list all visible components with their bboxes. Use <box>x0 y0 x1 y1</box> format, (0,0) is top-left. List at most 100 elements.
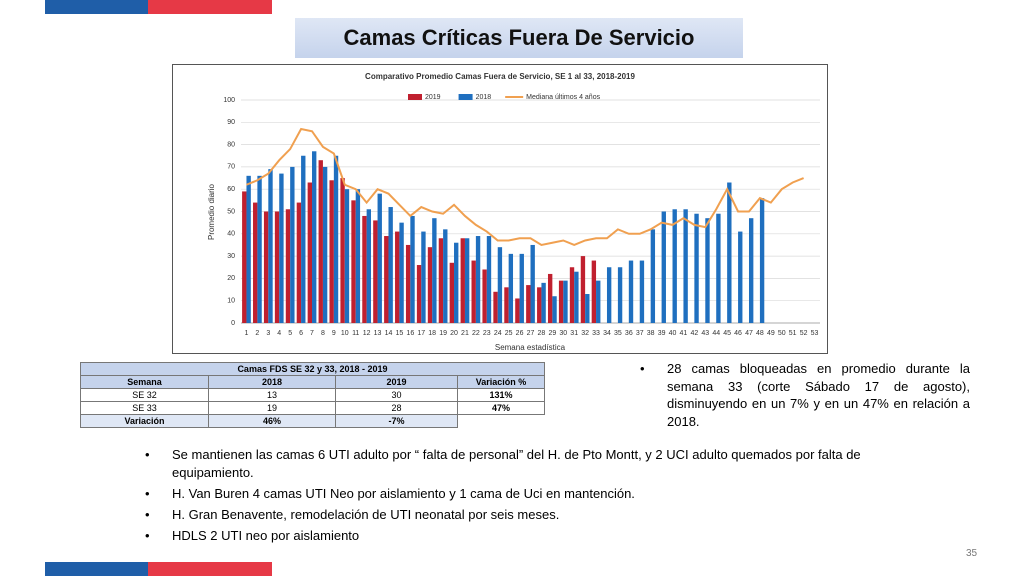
x-tick-label: 3 <box>266 330 270 337</box>
x-tick-label: 23 <box>483 330 491 337</box>
bar <box>541 282 546 323</box>
bar <box>705 218 710 323</box>
x-tick-label: 38 <box>647 330 655 337</box>
bar <box>519 253 524 323</box>
x-tick-label: 52 <box>800 330 808 337</box>
bar <box>727 182 732 323</box>
bar <box>574 271 579 323</box>
x-tick-label: 13 <box>374 330 382 337</box>
bar <box>639 260 645 323</box>
bar <box>748 218 754 323</box>
bar <box>366 209 372 323</box>
table-row: Variación 46% -7% <box>80 414 545 428</box>
bar <box>416 265 422 323</box>
bar <box>443 229 448 323</box>
bar <box>497 247 503 323</box>
bar <box>432 218 437 323</box>
bullet: H. Gran Benavente, remodelación de UTI n… <box>145 506 865 524</box>
table-cell: -7% <box>335 414 458 428</box>
y-tick-label: 40 <box>227 231 235 238</box>
bar <box>253 202 258 323</box>
table-row: SE 32 13 30 131% <box>80 388 545 402</box>
bar <box>290 166 295 323</box>
decor-bar <box>148 562 272 576</box>
bar <box>384 236 389 323</box>
decor-bar <box>45 0 148 14</box>
legend-swatch <box>408 94 422 100</box>
bar <box>301 155 306 323</box>
bar <box>399 222 404 323</box>
x-tick-label: 11 <box>352 330 359 337</box>
bar <box>650 229 656 323</box>
bar <box>333 155 339 323</box>
table-header: Semana <box>80 375 209 389</box>
x-tick-label: 12 <box>363 330 371 337</box>
bar <box>596 280 601 323</box>
bar <box>449 262 455 323</box>
bar <box>606 267 612 323</box>
x-tick-label: 34 <box>603 330 611 337</box>
table-cell: 28 <box>335 401 458 415</box>
x-tick-label: 39 <box>658 330 666 337</box>
table-cell: SE 32 <box>80 388 209 402</box>
chart-title: Comparativo Promedio Camas Fuera de Serv… <box>365 72 635 81</box>
bar <box>460 238 465 323</box>
x-tick-label: 20 <box>450 330 458 337</box>
table-cell: 30 <box>335 388 458 402</box>
bar <box>454 242 459 323</box>
x-tick-label: 6 <box>299 330 303 337</box>
x-tick-label: 21 <box>461 330 469 337</box>
table-cell: Variación <box>80 414 209 428</box>
bar <box>421 231 426 323</box>
bullet: Se mantienen las camas 6 UTI adulto por … <box>145 446 865 481</box>
x-tick-label: 47 <box>745 330 753 337</box>
bar <box>563 280 568 323</box>
bullet: 28 camas bloqueadas en promedio durante … <box>640 360 970 430</box>
x-tick-label: 49 <box>767 330 775 337</box>
bar <box>493 291 498 323</box>
bar <box>329 180 334 323</box>
x-axis-label: Semana estadística <box>495 343 566 352</box>
decor-bar <box>148 0 272 14</box>
x-tick-label: 31 <box>570 330 578 337</box>
legend-label: 2018 <box>476 94 492 101</box>
y-tick-label: 0 <box>231 320 235 327</box>
x-tick-label: 1 <box>245 330 249 337</box>
bar <box>759 198 765 323</box>
table-cell: 46% <box>208 414 336 428</box>
table-row: SE 33 19 28 47% <box>80 401 545 415</box>
bar <box>569 267 575 323</box>
bar <box>716 213 721 323</box>
x-tick-label: 48 <box>756 330 764 337</box>
x-tick-label: 17 <box>417 330 425 337</box>
x-tick-label: 27 <box>527 330 535 337</box>
slide-title: Camas Críticas Fuera De Servicio <box>295 18 743 58</box>
x-tick-label: 41 <box>680 330 688 337</box>
bar <box>661 211 666 323</box>
bar <box>628 260 634 323</box>
legend-swatch <box>458 94 473 100</box>
table-cell: 19 <box>208 401 336 415</box>
x-tick-label: 5 <box>288 330 292 337</box>
x-tick-label: 26 <box>516 330 524 337</box>
x-tick-label: 14 <box>385 330 393 337</box>
x-tick-label: 45 <box>723 330 731 337</box>
page-number: 35 <box>966 548 978 559</box>
table-cell: 47% <box>457 401 545 415</box>
x-tick-label: 10 <box>341 330 349 337</box>
bullets: Se mantienen las camas 6 UTI adulto por … <box>145 446 865 548</box>
bar <box>307 182 313 323</box>
table-header: 2019 <box>335 375 458 389</box>
bar <box>486 236 492 323</box>
y-tick-label: 10 <box>227 298 235 305</box>
bar <box>591 260 597 323</box>
bullet: HDLS 2 UTI neo por aislamiento <box>145 527 865 545</box>
y-axis-label: Promedio diario <box>207 183 216 240</box>
bar <box>377 193 382 323</box>
bar <box>279 173 284 323</box>
x-tick-label: 53 <box>811 330 819 337</box>
bar <box>322 166 328 323</box>
bar <box>683 209 688 323</box>
bar <box>427 247 433 323</box>
